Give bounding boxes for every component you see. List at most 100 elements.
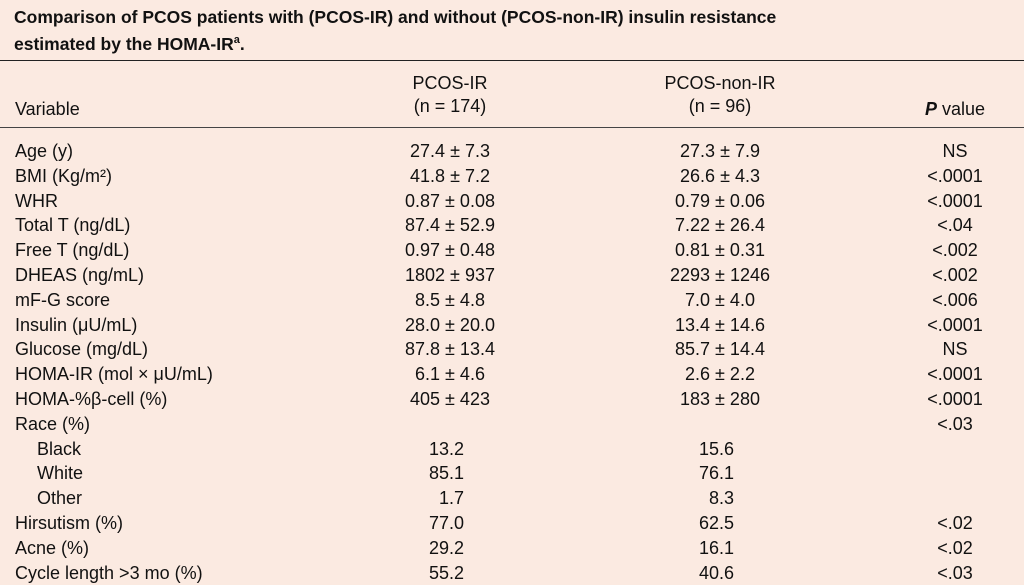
header-pcos-non-ir: PCOS-non-IR (n = 96): [640, 72, 800, 118]
cell-variable: mF-G score: [15, 289, 111, 310]
cell-pcos-non-ir: 7.0 ± 4.0: [685, 289, 755, 310]
cell-pcos-non-ir: 2293 ± 1246: [670, 264, 770, 285]
cell-pcos-ir: 0.97 ± 0.48: [405, 240, 495, 261]
header-rule: [0, 127, 1024, 128]
table-row: Free T (ng/dL) 0.97 ± 0.48 0.81 ± 0.31 <.00…: [0, 238, 1024, 263]
header-pcos-non-ir-n: (n = 96): [688, 96, 752, 116]
cell-p-value: <.002: [932, 240, 978, 261]
table-row: Other 1.7 8.3: [0, 486, 1024, 511]
cell-variable: DHEAS (ng/mL): [15, 264, 145, 285]
cell-p-value: <.0001: [927, 165, 983, 186]
top-rule: [0, 60, 1024, 61]
cell-variable: Cycle length >3 mo (%): [15, 562, 203, 583]
cell-variable: Insulin (μU/mL): [15, 314, 138, 335]
table-header: Variable PCOS-IR (n = 174) PCOS-non-IR (…: [0, 72, 1024, 124]
cell-p-value: <.0001: [927, 388, 983, 409]
cell-pcos-non-ir: 85.7 ± 14.4: [675, 339, 765, 360]
cell-pcos-ir: 27.4 ± 7.3: [410, 141, 490, 161]
cell-variable: HOMA-IR (mol × μU/mL): [15, 364, 213, 385]
cell-pcos-ir: 85.1: [428, 463, 464, 484]
cell-p-value: <.0001: [927, 190, 983, 211]
header-p-value: P value: [900, 98, 1010, 121]
table-row: BMI (Kg/m²) 41.8 ± 7.2 26.6 ± 4.3 <.0001: [0, 164, 1024, 189]
cell-pcos-non-ir: 27.3 ± 7.9: [680, 141, 760, 161]
header-variable: Variable: [15, 99, 80, 119]
cell-pcos-non-ir: 8.3: [708, 488, 734, 509]
header-pcos-non-ir-label: PCOS-non-IR: [664, 73, 776, 93]
table-row: Insulin (μU/mL) 28.0 ± 20.0 13.4 ± 14.6 <.0…: [0, 313, 1024, 338]
cell-p-value: NS: [942, 141, 968, 161]
cell-pcos-ir: 41.8 ± 7.2: [410, 165, 490, 186]
cell-variable: Hirsutism (%): [15, 512, 123, 533]
header-pcos-ir-n: (n = 174): [413, 96, 487, 116]
cell-pcos-ir: 29.2: [428, 537, 464, 558]
table-row: Total T (ng/dL) 87.4 ± 52.9 7.22 ± 26.4 <.0…: [0, 213, 1024, 238]
cell-variable: Race (%): [15, 413, 91, 434]
table-row: Acne (%) 29.2 16.1 <.02: [0, 536, 1024, 561]
cell-pcos-ir: 1.7: [438, 488, 464, 509]
cell-variable: Acne (%): [15, 537, 90, 558]
cell-pcos-non-ir: 0.79 ± 0.06: [675, 190, 765, 211]
cell-p-value: <.0001: [927, 314, 983, 335]
cell-pcos-ir: 13.2: [428, 438, 464, 459]
cell-pcos-ir: 405 ± 423: [410, 388, 490, 409]
cell-pcos-ir: 87.4 ± 52.9: [405, 215, 495, 236]
cell-pcos-ir: 0.87 ± 0.08: [405, 190, 495, 211]
cell-pcos-ir: 8.5 ± 4.8: [415, 289, 485, 310]
cell-p-value: <.04: [937, 215, 973, 236]
cell-variable: WHR: [15, 190, 58, 211]
table-row: White 85.1 76.1: [0, 461, 1024, 486]
header-p-italic: P: [924, 99, 937, 119]
cell-variable: Total T (ng/dL): [15, 215, 131, 236]
cell-pcos-non-ir: 62.5: [698, 512, 734, 533]
header-pcos-ir-label: PCOS-IR: [412, 73, 488, 93]
cell-p-value: <.03: [937, 562, 973, 583]
caption-footnote-marker: a: [233, 34, 240, 46]
cell-variable: White: [37, 463, 84, 484]
table-row: HOMA-IR (mol × μU/mL) 6.1 ± 4.6 2.6 ± 2.2 <…: [0, 362, 1024, 387]
cell-pcos-non-ir: 0.81 ± 0.31: [675, 240, 765, 261]
cell-variable: Other: [37, 488, 83, 509]
cell-pcos-ir: 87.8 ± 13.4: [405, 339, 495, 360]
cell-p-value: <.02: [937, 537, 973, 558]
header-p-rest: value: [936, 99, 986, 119]
cell-variable: Glucose (mg/dL): [15, 339, 149, 360]
table-row: Hirsutism (%) 77.0 62.5 <.02: [0, 511, 1024, 536]
table-body: Age (y) 27.4 ± 7.3 27.3 ± 7.9 NS BMI (Kg/m²)…: [0, 139, 1024, 585]
cell-pcos-non-ir: 183 ± 280: [680, 388, 760, 409]
caption-line-1: Comparison of PCOS patients with (PCOS-I…: [14, 7, 777, 27]
table-row: DHEAS (ng/mL) 1802 ± 937 2293 ± 1246 <.002: [0, 263, 1024, 288]
cell-p-value: <.006: [932, 289, 978, 310]
cell-p-value: <.002: [932, 264, 978, 285]
table-row: Race (%) <.03: [0, 412, 1024, 437]
table-row: Glucose (mg/dL) 87.8 ± 13.4 85.7 ± 14.4 NS: [0, 337, 1024, 362]
caption-line-2: estimated by the HOMA-IRa.: [14, 29, 1004, 56]
cell-pcos-ir: 55.2: [428, 562, 464, 583]
cell-pcos-non-ir: 2.6 ± 2.2: [685, 364, 755, 385]
table-row: Cycle length >3 mo (%) 55.2 40.6 <.03: [0, 561, 1024, 585]
cell-pcos-non-ir: 13.4 ± 14.6: [675, 314, 765, 335]
caption-line-2-end: .: [239, 33, 245, 54]
cell-variable: HOMA-%β-cell (%): [15, 388, 168, 409]
cell-p-value: <.0001: [927, 364, 983, 385]
caption-line-2-text: estimated by the HOMA-IR: [14, 33, 234, 54]
cell-pcos-non-ir: 15.6: [698, 438, 734, 459]
cell-p-value: <.02: [937, 512, 973, 533]
table-row: WHR 0.87 ± 0.08 0.79 ± 0.06 <.0001: [0, 189, 1024, 214]
table-row: HOMA-%β-cell (%) 405 ± 423 183 ± 280 <.0001: [0, 387, 1024, 412]
header-pcos-ir: PCOS-IR (n = 174): [370, 72, 530, 118]
cell-pcos-ir: 28.0 ± 20.0: [405, 314, 495, 335]
cell-pcos-ir: 1802 ± 937: [405, 264, 495, 285]
cell-pcos-non-ir: 40.6: [698, 562, 734, 583]
cell-pcos-ir: 6.1 ± 4.6: [415, 364, 485, 385]
table-row: mF-G score 8.5 ± 4.8 7.0 ± 4.0 <.006: [0, 288, 1024, 313]
cell-variable: BMI (Kg/m²): [15, 165, 112, 186]
cell-variable: Age (y): [15, 141, 74, 161]
cell-pcos-non-ir: 76.1: [698, 463, 734, 484]
table-row: Age (y) 27.4 ± 7.3 27.3 ± 7.9 NS: [0, 139, 1024, 164]
cell-pcos-non-ir: 7.22 ± 26.4: [675, 215, 765, 236]
cell-pcos-non-ir: 26.6 ± 4.3: [680, 165, 760, 186]
table-row: Black 13.2 15.6: [0, 437, 1024, 462]
cell-p-value: <.03: [937, 413, 973, 434]
cell-variable: Free T (ng/dL): [15, 240, 130, 261]
